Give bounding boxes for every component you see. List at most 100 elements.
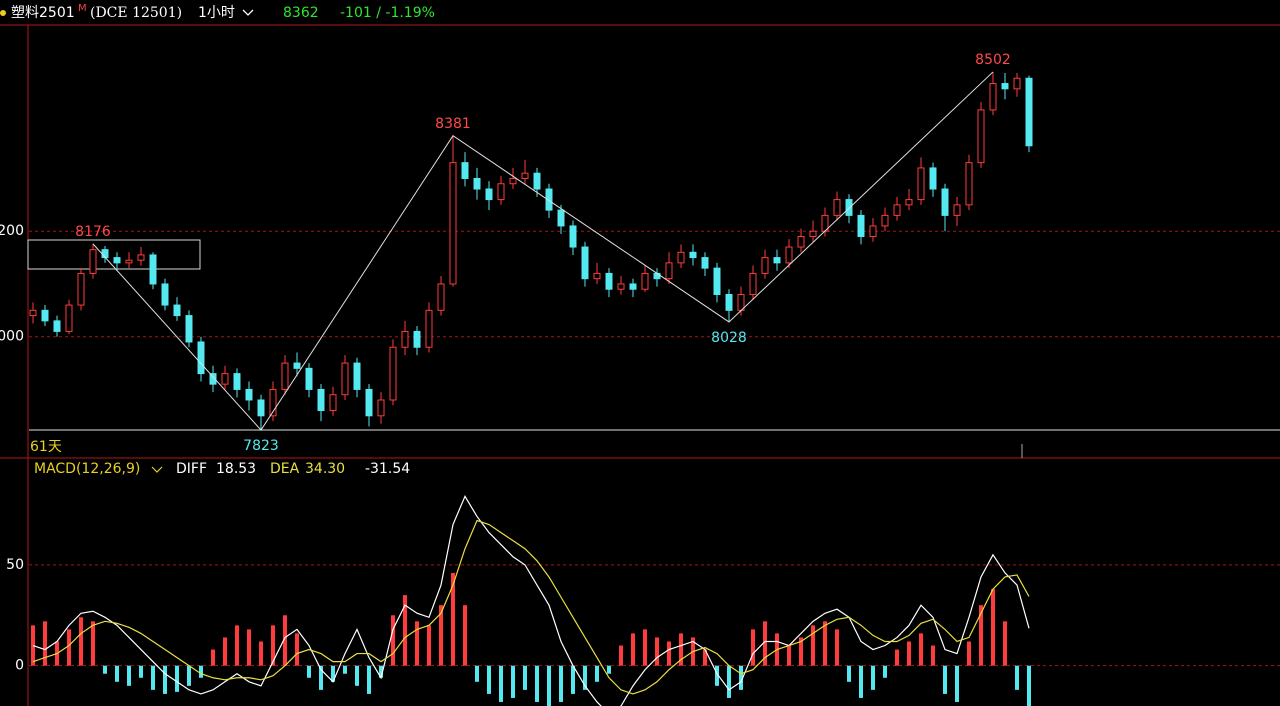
- macd-panel: [29, 494, 1280, 706]
- symbol-name: 塑料2501: [11, 5, 75, 21]
- candle-body: [893, 204, 901, 216]
- pivot-label: 8176: [75, 224, 111, 240]
- macd-bar: [763, 621, 767, 666]
- macd-bar: [1003, 621, 1007, 666]
- candle-body: [317, 388, 325, 412]
- macd-bar: [895, 649, 899, 666]
- candle-body: [953, 204, 961, 216]
- macd-bar: [1027, 665, 1031, 706]
- candle-body: [245, 388, 253, 401]
- macd-bar: [235, 625, 239, 666]
- macd-bar: [931, 645, 935, 666]
- candle-body: [341, 362, 349, 396]
- macd-bar: [571, 665, 575, 694]
- y-tick-label: 8000: [0, 329, 24, 345]
- dea-name: DEA: [270, 461, 300, 477]
- candle-body: [869, 225, 877, 237]
- macd-bar: [283, 615, 287, 666]
- candle-body: [389, 346, 397, 401]
- candle-body: [965, 162, 973, 206]
- pivot-label: 8502: [975, 52, 1011, 68]
- candle-body: [917, 167, 925, 201]
- candle-body: [77, 272, 85, 306]
- y-tick-label: 50: [6, 557, 24, 573]
- macd-chevron[interactable]: [151, 466, 163, 473]
- macd-line: [32, 519, 1030, 695]
- macd-bar: [559, 665, 563, 702]
- candle-body: [677, 251, 685, 264]
- candle-body: [1001, 83, 1009, 90]
- macd-bar: [811, 625, 815, 666]
- macd-bar: [103, 665, 107, 674]
- macd-bar: [871, 665, 875, 690]
- macd-title[interactable]: MACD(12,26,9): [34, 461, 140, 477]
- symbol-marker: M: [78, 3, 87, 14]
- candle-body: [545, 188, 553, 211]
- candle-body: [221, 373, 229, 385]
- candle-body: [701, 257, 709, 269]
- candle-body: [1013, 77, 1021, 90]
- candle-body: [989, 83, 997, 111]
- period-chevron[interactable]: [242, 9, 254, 16]
- macd-bar: [751, 629, 755, 666]
- macd-bar: [427, 625, 431, 666]
- candle-body: [905, 199, 913, 206]
- candle-body: [797, 235, 805, 248]
- price-change: -101 / -1.19%: [340, 5, 435, 21]
- candle-body: [461, 162, 469, 179]
- macd-bar: [463, 605, 467, 666]
- last-price: 8362: [283, 5, 319, 21]
- diff-value: 18.53: [216, 461, 256, 477]
- macd-bar: [967, 641, 971, 666]
- candle-body: [833, 199, 841, 216]
- candle-body: [785, 246, 793, 264]
- candle-body: [53, 320, 61, 332]
- macd-bar: [295, 633, 299, 666]
- macd-bar: [883, 665, 887, 678]
- candle-body: [641, 272, 649, 290]
- candle-body: [941, 188, 949, 216]
- candle-body: [473, 177, 481, 190]
- macd-bar: [631, 633, 635, 666]
- macd-bar: [799, 637, 803, 666]
- candle-body: [857, 214, 865, 237]
- candle-body: [809, 230, 817, 237]
- candle-body: [293, 362, 301, 369]
- candle-body: [41, 309, 49, 322]
- macd-bar: [187, 665, 191, 686]
- macd-bar: [451, 572, 455, 666]
- macd-bar: [343, 665, 347, 674]
- candle-body: [485, 188, 493, 201]
- candle-body: [593, 272, 601, 280]
- candle-body: [629, 283, 637, 290]
- macd-bar: [619, 645, 623, 666]
- candle-body: [269, 388, 277, 417]
- macd-bar: [91, 621, 95, 666]
- macd-bar: [595, 665, 599, 682]
- candle-body: [281, 362, 289, 390]
- period-selector[interactable]: 1小时: [198, 5, 235, 21]
- macd-bar: [859, 665, 863, 698]
- macd-bar: [391, 615, 395, 666]
- diff-name: DIFF: [176, 461, 207, 477]
- macd-bar: [163, 665, 167, 694]
- macd-bar: [175, 665, 179, 692]
- dea-value: 34.30: [305, 461, 345, 477]
- candle-body: [197, 341, 205, 375]
- macd-bar: [223, 637, 227, 666]
- macd-bar: [847, 665, 851, 682]
- candle-body: [173, 304, 181, 317]
- macd-bar: [787, 645, 791, 666]
- candle-body: [713, 267, 721, 296]
- y-tick-label: 0: [15, 658, 24, 674]
- candle-body: [509, 177, 517, 185]
- candle-body: [305, 367, 313, 390]
- candle-body: [845, 199, 853, 216]
- macd-bar: [583, 665, 587, 690]
- macd-bar: [355, 665, 359, 686]
- candle-body: [725, 294, 733, 311]
- candle-body: [29, 309, 37, 317]
- candle-body: [569, 225, 577, 248]
